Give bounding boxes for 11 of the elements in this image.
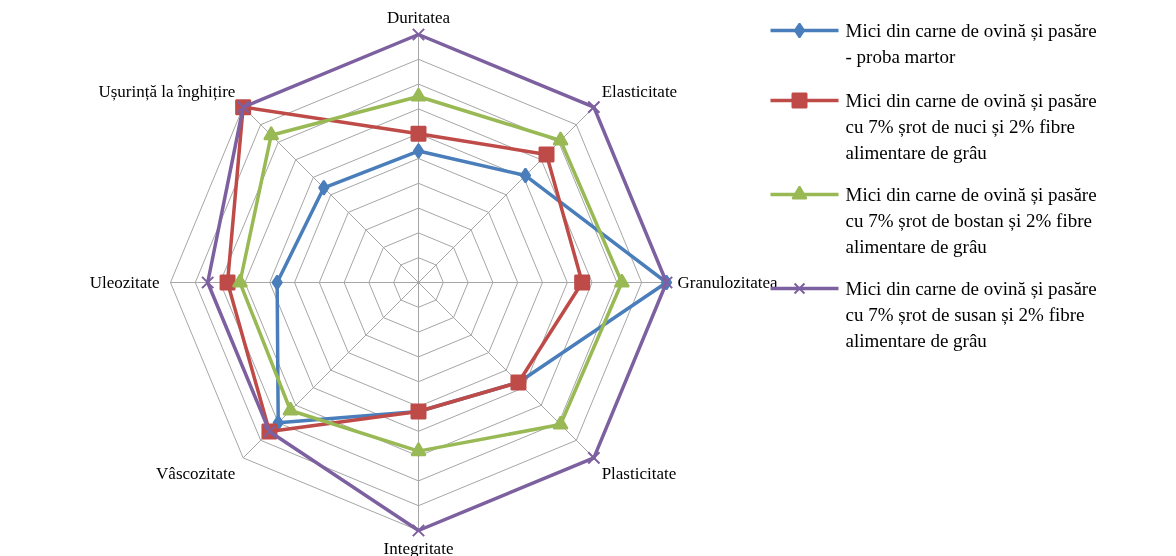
legend-label: Mici din carne de ovină și pasăre cu 7% șrot de nuci și 2% fibre alimentare de grâu xyxy=(845,89,1097,163)
legend-label: Mici din carne de ovină și pasăre cu 7% șrot de susan și 2% fibre alimentare de grâu xyxy=(845,277,1097,351)
legend-label: Mici din carne de ovină și pasăre cu 7% șrot de bostan și 2% fibre alimentare de grâu xyxy=(845,183,1097,257)
legend-label: Mici din carne de ovină și pasăre - proba martor xyxy=(845,19,1097,67)
spoke-label: Duritatea xyxy=(386,7,451,27)
spoke-label: Elasticitate xyxy=(601,82,678,102)
spoke-label: Vâscozitate xyxy=(156,463,236,483)
spoke-label: Uleozitate xyxy=(89,273,160,292)
spoke-label: Plasticitate xyxy=(601,463,677,483)
spoke-label: Ușurință la înghițire xyxy=(98,82,236,102)
spoke-label: Granulozitatea xyxy=(677,273,779,292)
